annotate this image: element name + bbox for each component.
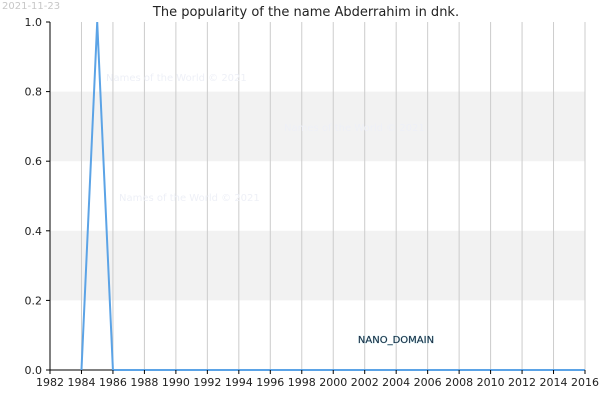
- x-tick-label: 2008: [445, 376, 473, 389]
- x-tick-label: 2006: [414, 376, 442, 389]
- nano-domain-badge: NANO_DOMAIN: [358, 335, 434, 346]
- x-tick-label: 2010: [477, 376, 505, 389]
- y-band: [50, 230, 585, 301]
- y-tick-label: 0.2: [25, 294, 43, 307]
- x-tick-label: 2016: [571, 376, 599, 389]
- x-tick-label: 1988: [130, 376, 158, 389]
- watermark-2: Names of the World © 2021: [284, 123, 425, 134]
- timestamp-label: 2021-11-23: [2, 1, 60, 12]
- watermarks: Names of the World © 2021 Names of the W…: [106, 73, 425, 204]
- y-band: [50, 91, 585, 162]
- y-bands: [50, 91, 585, 301]
- watermark-3: Names of the World © 2021: [119, 193, 260, 204]
- y-tick-label: 0.8: [25, 86, 43, 99]
- chart-title: The popularity of the name Abderrahim in…: [152, 5, 459, 20]
- x-tick-label: 2002: [351, 376, 379, 389]
- x-tick-label: 2004: [382, 376, 410, 389]
- y-tick-label: 0.0: [25, 364, 43, 377]
- y-tick-label: 0.4: [25, 225, 43, 238]
- x-tick-label: 2014: [540, 376, 568, 389]
- x-tick-labels: 1982 1984 1986 1988 1990 1992 1994 1996 1998 2000…: [36, 370, 599, 389]
- x-tick-label: 2000: [319, 376, 347, 389]
- y-tick-label: 0.6: [25, 155, 43, 168]
- x-tick-label: 1996: [256, 376, 284, 389]
- x-tick-label: 1994: [225, 376, 253, 389]
- x-tick-label: 2012: [508, 376, 536, 389]
- x-gridlines: [49, 22, 586, 370]
- x-tick-label: 1984: [67, 376, 95, 389]
- watermark-1: Names of the World © 2021: [106, 73, 247, 84]
- x-tick-label: 1998: [288, 376, 316, 389]
- x-tick-label: 1986: [99, 376, 127, 389]
- y-tick-labels: 0.0 0.2 0.4 0.6 0.8 1.0: [25, 16, 50, 377]
- y-tick-label: 1.0: [25, 16, 43, 29]
- x-tick-label: 1982: [36, 376, 64, 389]
- x-tick-label: 1990: [162, 376, 190, 389]
- x-tick-label: 1992: [193, 376, 221, 389]
